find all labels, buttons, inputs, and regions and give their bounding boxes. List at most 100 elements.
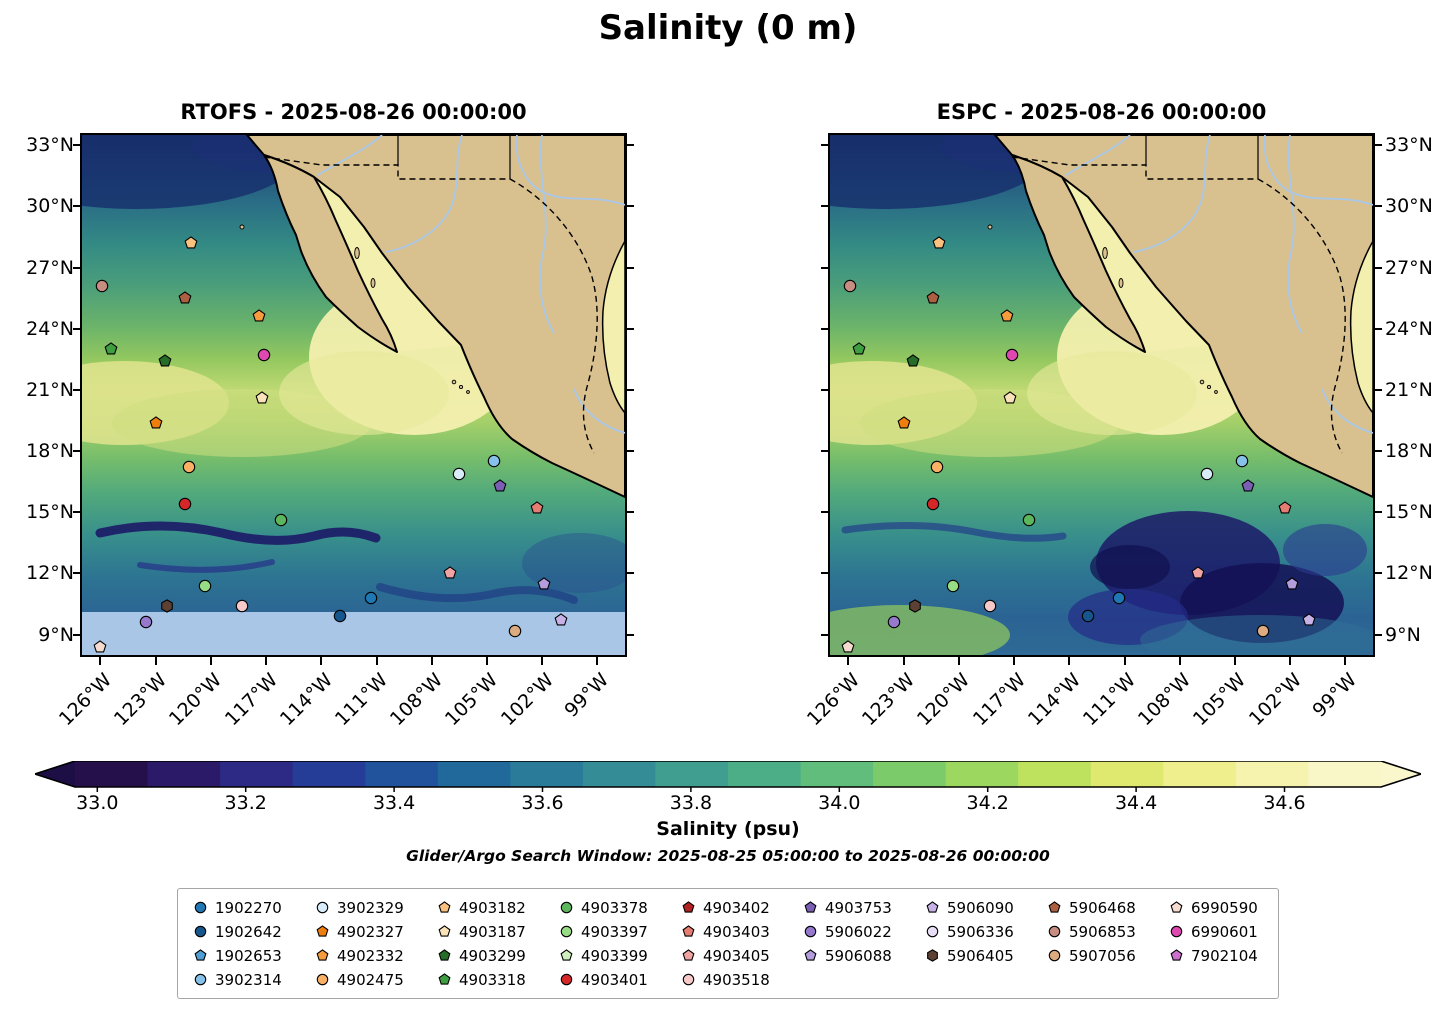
axis-tick bbox=[902, 657, 905, 665]
float-marker-3902314 bbox=[1235, 454, 1249, 468]
legend-entry-1902270: 1902270 bbox=[194, 898, 286, 917]
float-id-label: 4903378 bbox=[581, 898, 648, 917]
x-tick-label: 105°W bbox=[1189, 669, 1251, 731]
x-tick-label: 114°W bbox=[1023, 669, 1085, 731]
float-marker-4903403 bbox=[530, 501, 544, 515]
colorbar-tick-label: 33.4 bbox=[372, 792, 416, 814]
float-marker-4903182 bbox=[184, 236, 198, 250]
legend-entry-5906336: 5906336 bbox=[926, 922, 1018, 941]
y-tick-label: 30°N bbox=[26, 195, 74, 218]
circle-marker-icon bbox=[194, 973, 207, 986]
float-id-label: 5906022 bbox=[825, 922, 892, 941]
float-marker-4902327 bbox=[897, 415, 911, 430]
circle-marker-icon bbox=[560, 925, 573, 938]
float-id-label: 5906088 bbox=[825, 946, 892, 965]
legend-entry-7902104: 7902104 bbox=[1170, 946, 1262, 965]
float-id-label: 6990601 bbox=[1191, 922, 1258, 941]
float-marker-4903405 bbox=[443, 566, 457, 580]
float-id-label: 4903753 bbox=[825, 898, 892, 917]
colorbar bbox=[32, 760, 1424, 792]
float-marker-5906468 bbox=[926, 291, 940, 305]
float-marker-4903182 bbox=[932, 236, 946, 250]
float-marker-5906088 bbox=[537, 576, 551, 591]
float-id-label: 4903403 bbox=[703, 922, 770, 941]
search-window-caption: Glider/Argo Search Window: 2025-08-25 05… bbox=[406, 847, 1050, 865]
axis-tick bbox=[375, 657, 378, 665]
legend-entry-4903318: 4903318 bbox=[438, 970, 530, 989]
circle-marker-icon bbox=[1170, 925, 1183, 938]
float-id-label: 4902327 bbox=[337, 922, 404, 941]
pentagon-marker-icon bbox=[316, 949, 329, 962]
x-tick-label: 111°W bbox=[1078, 669, 1141, 731]
axis-tick bbox=[626, 633, 634, 636]
axis-tick bbox=[320, 657, 323, 665]
axis-tick bbox=[1374, 633, 1382, 636]
x-tick-label: 120°W bbox=[165, 669, 227, 731]
legend-entry-1902653: 1902653 bbox=[194, 946, 286, 965]
y-axis-labels-left: 33°N 30°N 27°N 24°N 21°N 18°N 15°N 12°N 9°N bbox=[0, 134, 74, 655]
float-marker-1902270 bbox=[1112, 591, 1126, 605]
pentagon-marker-icon bbox=[682, 901, 695, 914]
axis-tick bbox=[1178, 657, 1181, 665]
axis-tick bbox=[1374, 266, 1382, 269]
circle-marker-icon bbox=[194, 925, 207, 938]
float-id-label: 5906336 bbox=[947, 922, 1014, 941]
float-marker-6990601 bbox=[1005, 348, 1019, 362]
x-tick-label: 99°W bbox=[560, 669, 613, 722]
legend-entry-4903518: 4903518 bbox=[682, 970, 774, 989]
float-marker-4903187 bbox=[255, 391, 269, 405]
circle-marker-icon bbox=[560, 901, 573, 914]
float-marker-6990590 bbox=[841, 640, 855, 654]
legend-entry-3902329: 3902329 bbox=[316, 898, 408, 917]
x-tick-label: 123°W bbox=[109, 669, 172, 731]
float-marker-5907056 bbox=[1256, 624, 1270, 638]
legend-entry-4903397: 4903397 bbox=[560, 922, 652, 941]
axis-tick bbox=[1233, 657, 1236, 665]
float-id-label: 4902475 bbox=[337, 970, 404, 989]
float-legend: 1902270 1902642 1902653 3902314 3902329 … bbox=[177, 888, 1279, 999]
float-marker-4902475 bbox=[182, 460, 196, 474]
pentagon-marker-icon bbox=[1170, 901, 1183, 914]
float-id-label: 1902642 bbox=[215, 922, 282, 941]
axis-tick bbox=[1013, 657, 1016, 665]
axis-tick bbox=[821, 388, 829, 391]
pentagon-marker-icon bbox=[682, 925, 695, 938]
float-marker-5906022 bbox=[887, 615, 901, 629]
y-tick-label: 9°N bbox=[1385, 623, 1421, 646]
float-id-label: 4903299 bbox=[459, 946, 526, 965]
pentagon-marker-icon bbox=[316, 925, 329, 938]
pentagon-marker-icon bbox=[438, 925, 451, 938]
float-id-label: 5906405 bbox=[947, 946, 1014, 965]
x-tick-label: 111°W bbox=[330, 669, 393, 731]
x-tick-label: 117°W bbox=[968, 669, 1030, 731]
circle-marker-icon bbox=[316, 973, 329, 986]
figure-title: Salinity (0 m) bbox=[598, 8, 858, 48]
axis-tick bbox=[1374, 511, 1382, 514]
legend-column: 3902329 4902327 4902332 4902475 bbox=[316, 898, 408, 989]
x-tick-label: 99°W bbox=[1308, 669, 1361, 722]
y-tick-label: 18°N bbox=[26, 440, 74, 463]
float-marker-5906090 bbox=[1302, 613, 1316, 627]
float-marker-3902329 bbox=[452, 467, 466, 481]
panel-title-espc: ESPC - 2025-08-26 00:00:00 bbox=[936, 100, 1267, 124]
y-tick-label: 21°N bbox=[1385, 378, 1433, 401]
float-id-label: 5906090 bbox=[947, 898, 1014, 917]
axis-tick bbox=[821, 327, 829, 330]
pentagon-marker-icon bbox=[560, 949, 573, 962]
float-marker-4903753 bbox=[493, 478, 507, 493]
y-tick-label: 33°N bbox=[26, 134, 74, 157]
float-marker-4903401 bbox=[926, 497, 940, 511]
pentagon-marker-icon bbox=[682, 949, 695, 962]
axis-tick bbox=[1374, 450, 1382, 453]
float-marker-3902329 bbox=[1200, 467, 1214, 481]
circle-marker-icon bbox=[1048, 925, 1061, 938]
axis-tick bbox=[99, 657, 102, 665]
colorbar-tick-labels: 33.0 33.2 33.4 33.6 33.8 34.0 34.2 34.4 34.6 bbox=[35, 792, 1421, 814]
axis-tick bbox=[626, 144, 634, 147]
axis-tick bbox=[209, 657, 212, 665]
float-marker-4903299 bbox=[906, 354, 920, 368]
circle-marker-icon bbox=[316, 901, 329, 914]
axis-tick bbox=[1374, 144, 1382, 147]
float-id-label: 4903399 bbox=[581, 946, 648, 965]
float-marker-5906022 bbox=[139, 615, 153, 629]
